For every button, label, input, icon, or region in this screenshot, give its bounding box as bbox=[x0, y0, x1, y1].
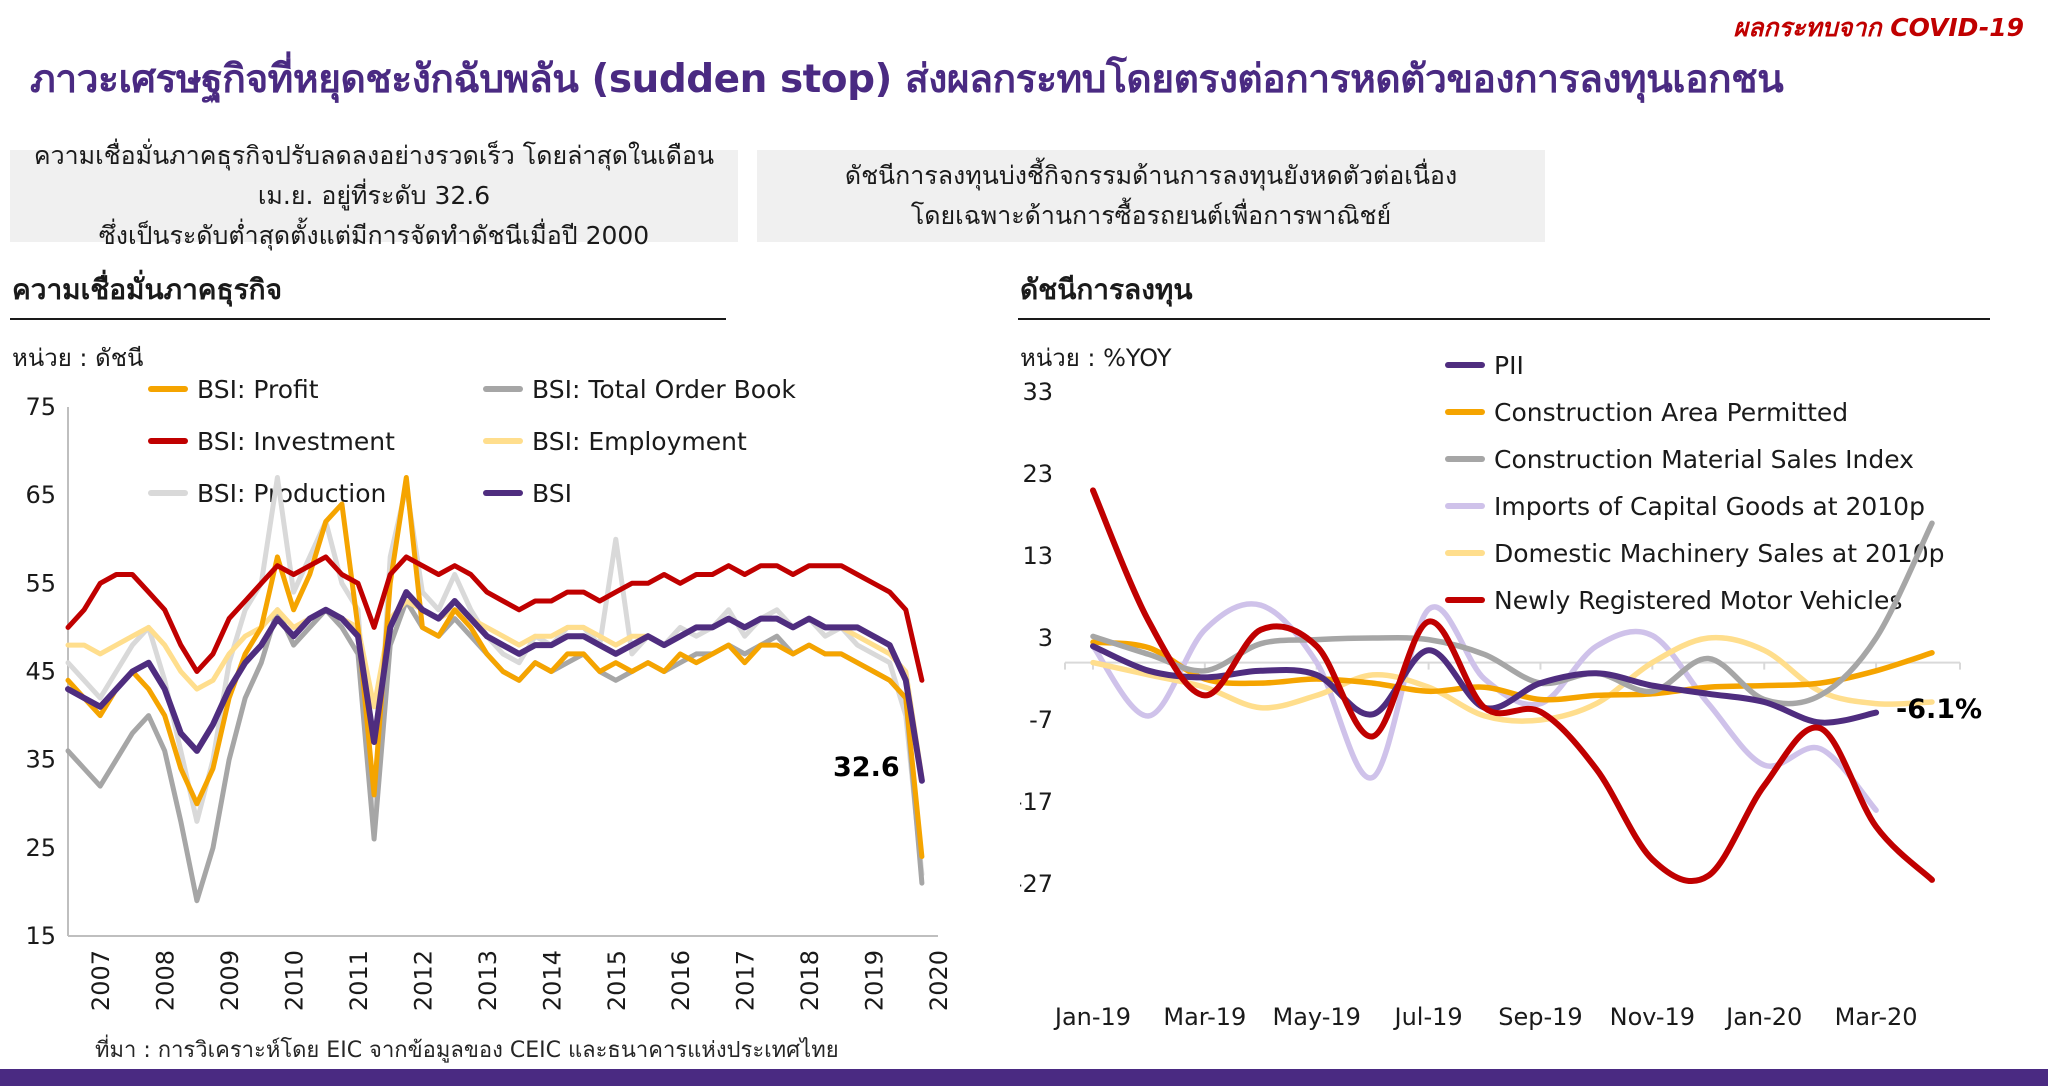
right-highlight-box: ดัชนีการลงทุนบ่งชี้กิจกรรมด้านการลงทุนยั… bbox=[757, 150, 1545, 242]
right-highlight-line2: โดยเฉพาะด้านการซื้อรถยนต์เพื่อการพาณิชย์ bbox=[910, 201, 1392, 230]
left-highlight-box: ความเชื่อมั่นภาคธุรกิจปรับลดลงอย่างรวดเร… bbox=[10, 141, 738, 250]
legend-swatch bbox=[1445, 550, 1485, 556]
svg-text:Jan-20: Jan-20 bbox=[1724, 1003, 1802, 1031]
legend-label: BSI: Profit bbox=[197, 374, 319, 404]
legend-swatch bbox=[1445, 456, 1485, 462]
svg-text:Jul-19: Jul-19 bbox=[1393, 1003, 1463, 1031]
bsi-latest-value-label: 32.6 bbox=[833, 752, 900, 783]
legend-label: BSI: Employment bbox=[532, 426, 747, 456]
legend-label: Imports of Capital Goods at 2010p bbox=[1494, 491, 1925, 521]
svg-text:2009: 2009 bbox=[216, 950, 244, 1011]
svg-text:2017: 2017 bbox=[732, 950, 760, 1011]
legend-item-bsi: BSI bbox=[483, 478, 572, 508]
svg-text:Jan-19: Jan-19 bbox=[1053, 1003, 1131, 1031]
right-highlight-line1: ดัชนีการลงทุนบ่งชี้กิจกรรมด้านการลงทุนยั… bbox=[844, 161, 1458, 190]
svg-text:May-19: May-19 bbox=[1273, 1003, 1361, 1031]
svg-text:55: 55 bbox=[25, 569, 56, 597]
right-unit-label: หน่วย : %YOY bbox=[1020, 344, 1172, 372]
legend-item-bsi-production: BSI: Production bbox=[148, 478, 386, 508]
svg-text:2016: 2016 bbox=[667, 950, 695, 1011]
svg-text:45: 45 bbox=[25, 658, 56, 686]
legend-label: Domestic Machinery Sales at 2010p bbox=[1494, 538, 1945, 568]
legend-item-newly-registered-motor-vehicles: Newly Registered Motor Vehicles bbox=[1445, 585, 1902, 615]
legend-label: BSI: Production bbox=[197, 478, 387, 508]
left-highlight-line1: ความเชื่อมั่นภาคธุรกิจปรับลดลงอย่างรวดเร… bbox=[33, 141, 715, 210]
left-unit-label: หน่วย : ดัชนี bbox=[12, 344, 144, 372]
svg-text:2010: 2010 bbox=[281, 950, 309, 1011]
legend-label: BSI bbox=[532, 478, 572, 508]
svg-text:-17: -17 bbox=[1020, 788, 1053, 816]
legend-swatch bbox=[483, 490, 523, 496]
svg-text:2012: 2012 bbox=[409, 950, 437, 1011]
svg-text:Mar-20: Mar-20 bbox=[1835, 1003, 1918, 1031]
pii-latest-value-label: -6.1% bbox=[1896, 694, 1983, 725]
legend-item-bsi-investment: BSI: Investment bbox=[148, 426, 395, 456]
svg-text:2020: 2020 bbox=[925, 950, 953, 1011]
legend-item-bsi-profit: BSI: Profit bbox=[148, 374, 319, 404]
svg-text:3: 3 bbox=[1038, 624, 1053, 652]
svg-text:65: 65 bbox=[25, 481, 56, 509]
legend-swatch bbox=[148, 438, 188, 444]
legend-item-bsi-employment: BSI: Employment bbox=[483, 426, 747, 456]
legend-item-imports-of-capital-goods-at-2010p: Imports of Capital Goods at 2010p bbox=[1445, 491, 1925, 521]
legend-swatch bbox=[1445, 409, 1485, 415]
left-chart-title: ความเชื่อมั่นภาคธุรกิจ bbox=[12, 273, 283, 306]
legend-label: BSI: Total Order Book bbox=[532, 374, 796, 404]
svg-text:2015: 2015 bbox=[603, 950, 631, 1011]
svg-text:35: 35 bbox=[25, 746, 56, 774]
svg-text:Mar-19: Mar-19 bbox=[1163, 1003, 1246, 1031]
legend-item-bsi-total-order-book: BSI: Total Order Book bbox=[483, 374, 796, 404]
legend-label: BSI: Investment bbox=[197, 426, 395, 456]
svg-text:15: 15 bbox=[25, 922, 56, 950]
covid-impact-tag: ผลกระทบจาก COVID-19 bbox=[1733, 13, 2024, 42]
svg-text:2013: 2013 bbox=[474, 950, 502, 1011]
svg-text:2014: 2014 bbox=[538, 950, 566, 1011]
svg-text:13: 13 bbox=[1022, 542, 1053, 570]
svg-text:2011: 2011 bbox=[345, 950, 373, 1011]
svg-text:75: 75 bbox=[25, 393, 56, 421]
svg-text:-27: -27 bbox=[1020, 870, 1053, 898]
legend-swatch bbox=[483, 386, 523, 392]
source-note: ที่มา : การวิเคราะห์โดย EIC จากข้อมูลของ… bbox=[95, 1038, 839, 1063]
legend-swatch bbox=[1445, 362, 1485, 368]
footer-accent-bar bbox=[0, 1069, 2048, 1086]
svg-text:25: 25 bbox=[25, 834, 56, 862]
legend-label: PII bbox=[1494, 350, 1524, 380]
legend-swatch bbox=[148, 386, 188, 392]
svg-text:Nov-19: Nov-19 bbox=[1610, 1003, 1695, 1031]
legend-label: Construction Area Permitted bbox=[1494, 397, 1849, 427]
svg-text:23: 23 bbox=[1022, 460, 1053, 488]
svg-text:33: 33 bbox=[1022, 380, 1053, 406]
legend-label: Newly Registered Motor Vehicles bbox=[1494, 585, 1903, 615]
legend-item-domestic-machinery-sales-at-2010p: Domestic Machinery Sales at 2010p bbox=[1445, 538, 1944, 568]
legend-item-pii: PII bbox=[1445, 350, 1524, 380]
svg-text:2007: 2007 bbox=[87, 950, 115, 1011]
legend-swatch bbox=[483, 438, 523, 444]
svg-text:Sep-19: Sep-19 bbox=[1498, 1003, 1582, 1031]
svg-text:2008: 2008 bbox=[152, 950, 180, 1011]
legend-swatch bbox=[148, 490, 188, 496]
legend-item-construction-area-permitted: Construction Area Permitted bbox=[1445, 397, 1848, 427]
legend-label: Construction Material Sales Index bbox=[1494, 444, 1914, 474]
svg-text:-7: -7 bbox=[1029, 706, 1053, 734]
legend-item-construction-material-sales-index: Construction Material Sales Index bbox=[1445, 444, 1914, 474]
svg-text:2019: 2019 bbox=[861, 950, 889, 1011]
left-title-rule bbox=[10, 318, 726, 320]
left-highlight-line2: ซึ่งเป็นระดับต่ำสุดตั้งแต่มีการจัดทำดัชน… bbox=[98, 221, 650, 250]
legend-swatch bbox=[1445, 597, 1485, 603]
right-chart-title: ดัชนีการลงทุน bbox=[1020, 273, 1193, 306]
right-title-rule bbox=[1018, 318, 1990, 320]
page-title: ภาวะเศรษฐกิจที่หยุดชะงักฉับพลัน (sudden … bbox=[30, 57, 1784, 102]
investment-line-chart: 33 23 13 3 -7 -17 -27 Jan-19 Mar-19 May-19 Jul-19 S… bbox=[1020, 380, 1961, 1031]
svg-text:2018: 2018 bbox=[796, 950, 824, 1011]
bsi-line-chart: 75 65 55 45 35 25 15 2007 2008 2009 2010 2011 2012 20… bbox=[25, 393, 953, 1011]
legend-swatch bbox=[1445, 503, 1485, 509]
